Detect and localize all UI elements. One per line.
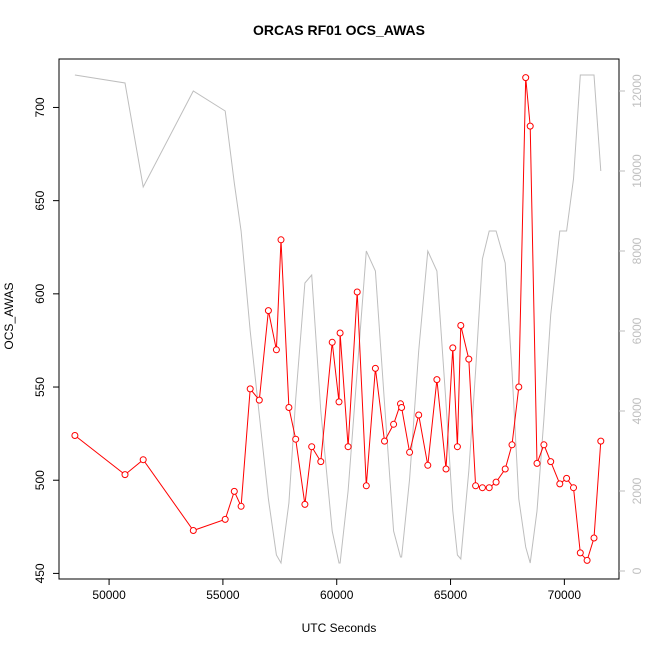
data-point	[121, 471, 129, 479]
data-point	[485, 484, 493, 492]
y2-tick-label: 6000	[630, 317, 644, 344]
data-point	[415, 411, 423, 419]
data-point	[533, 459, 541, 467]
x-tick-label: 50000	[92, 588, 126, 602]
data-point	[336, 329, 344, 337]
y-axis-label: OCS_AWAS	[2, 282, 16, 349]
y-axis-left: 450 500 550 600 650 700	[33, 97, 59, 583]
data-point	[398, 404, 406, 411]
data-point	[478, 484, 486, 492]
data-point	[540, 441, 548, 449]
y-axis-right: 0 2000 4000 6000 8000 10000 12000	[619, 74, 644, 574]
data-point	[515, 383, 523, 391]
data-point	[508, 441, 516, 449]
primary-series-line	[74, 77, 602, 562]
x-axis-label: UTC Seconds	[302, 621, 377, 635]
data-point	[285, 404, 293, 411]
data-point	[353, 288, 361, 296]
x-tick-label: 70000	[548, 588, 582, 602]
data-point	[597, 437, 605, 445]
data-point	[547, 458, 555, 466]
data-point	[189, 527, 197, 534]
y-tick-label: 600	[33, 284, 47, 304]
data-point	[424, 461, 432, 469]
y2-tick-label: 10000	[630, 154, 644, 188]
data-point	[292, 435, 300, 443]
series-primary	[71, 74, 605, 564]
data-point	[71, 432, 79, 439]
data-point	[442, 465, 450, 473]
data-point	[277, 236, 285, 244]
y-tick-label: 700	[33, 97, 47, 117]
data-point	[590, 534, 598, 542]
data-point	[237, 502, 245, 510]
y2-tick-label: 8000	[630, 237, 644, 264]
y-tick-label: 550	[33, 377, 47, 397]
data-point	[381, 437, 388, 445]
x-tick-label: 65000	[434, 588, 468, 602]
y2-tick-label: 0	[630, 567, 644, 574]
data-point	[472, 482, 480, 490]
data-point	[453, 443, 461, 451]
data-point	[139, 456, 147, 464]
y2-tick-label: 2000	[630, 477, 644, 504]
data-point	[526, 122, 534, 130]
data-point	[465, 355, 473, 363]
y-tick-label: 650	[33, 190, 47, 210]
x-tick-label: 55000	[206, 588, 240, 602]
data-point	[272, 346, 280, 354]
data-point	[335, 398, 343, 406]
data-point	[570, 484, 577, 492]
data-point	[264, 307, 272, 315]
data-point	[492, 478, 500, 486]
y-tick-label: 450	[33, 563, 47, 583]
plot-frame	[58, 58, 620, 580]
data-point	[230, 487, 238, 495]
data-point	[362, 482, 370, 490]
data-point	[344, 443, 352, 451]
secondary-series-line	[74, 74, 602, 565]
y2-tick-label: 12000	[630, 74, 644, 108]
y2-tick-label: 4000	[630, 397, 644, 424]
data-point	[406, 448, 414, 456]
y-tick-label: 500	[33, 470, 47, 490]
x-axis: 50000 55000 60000 65000 70000	[92, 579, 581, 602]
series-secondary	[74, 74, 602, 565]
data-point	[328, 338, 336, 346]
data-point	[371, 364, 379, 372]
data-point	[221, 515, 229, 523]
data-point	[308, 443, 316, 451]
data-point	[449, 344, 457, 352]
data-point	[522, 74, 530, 82]
data-point	[246, 385, 254, 393]
data-point	[501, 465, 509, 473]
data-point	[317, 458, 325, 466]
data-point	[255, 396, 263, 404]
data-point	[563, 474, 571, 482]
data-point	[556, 480, 564, 488]
data-point	[583, 556, 591, 564]
data-point	[390, 420, 398, 428]
data-point	[301, 500, 309, 508]
chart-title: ORCAS RF01 OCS_AWAS	[253, 22, 425, 38]
data-point	[433, 376, 441, 384]
x-tick-label: 60000	[320, 588, 354, 602]
data-point	[576, 549, 584, 557]
data-point	[457, 322, 465, 329]
